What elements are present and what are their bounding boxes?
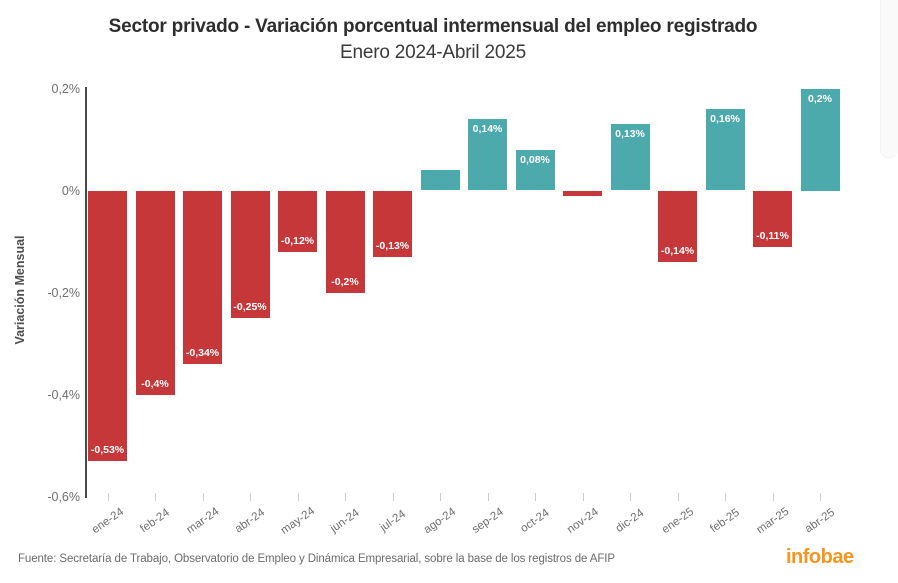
bar-value-label: -0,4% <box>141 377 169 390</box>
bar-value-label: -0,34% <box>185 346 220 359</box>
infobae-logo[interactable]: infobae <box>786 546 854 568</box>
x-tick-mark <box>487 493 489 501</box>
bar-ene-25[interactable]: -0,14% <box>658 190 697 262</box>
bar-value-label: -0,2% <box>331 275 359 288</box>
x-tick-mark <box>250 493 251 501</box>
bar-value-label: -0,12% <box>280 234 315 247</box>
x-tick-mark <box>297 493 299 501</box>
bar-value-label: -0,25% <box>233 301 267 313</box>
chart-title: Sector privado - Variación porcentual in… <box>108 16 758 37</box>
bar-value-label: -0,14% <box>660 244 695 257</box>
bar-value-label: -0,13% <box>375 239 410 252</box>
x-tick-mark <box>582 493 584 501</box>
x-tick-mark <box>202 493 204 501</box>
bar-value-label: 0,08% <box>520 153 550 166</box>
bar-jun-24[interactable]: -0,2% <box>325 190 365 293</box>
x-tick-mark <box>725 493 726 501</box>
bar-jul-24[interactable]: -0,13% <box>373 190 412 257</box>
y-tick-label: -0,2% <box>47 285 80 300</box>
scrollbar-thumb[interactable] <box>880 0 898 158</box>
x-tick-mark <box>772 493 774 501</box>
bar-oct-24[interactable]: 0,08% <box>515 149 555 191</box>
y-tick-label: -0,6% <box>47 489 80 504</box>
x-tick-mark <box>440 493 441 501</box>
bar-abr-25[interactable]: 0,2% <box>800 88 840 191</box>
chart-subtitle: Enero 2024-Abril 2025 <box>340 42 526 63</box>
bar-feb-24[interactable]: -0,4% <box>135 190 175 395</box>
y-tick-label: 0% <box>61 183 80 198</box>
bar-value-label: 0,16% <box>710 112 740 125</box>
y-tick-label: 0,2% <box>51 81 81 96</box>
x-tick-mark <box>630 493 631 501</box>
bar-value-label: 0,13% <box>615 128 645 141</box>
x-tick-mark <box>677 493 679 501</box>
bar-dic-24[interactable]: 0,13% <box>610 124 650 191</box>
bar-value-label: 0,2% <box>808 92 832 105</box>
y-axis-line <box>85 87 87 498</box>
x-tick-mark <box>535 493 536 501</box>
y-tick-label: -0,4% <box>47 387 80 402</box>
x-tick-mark <box>107 493 109 501</box>
bar-value-label: 0,14% <box>472 123 503 136</box>
bar-abr-24[interactable]: -0,25% <box>230 190 270 318</box>
x-tick-mark <box>155 493 156 501</box>
bar-value-label: -0,53% <box>90 443 125 456</box>
bar-feb-25[interactable]: 0,16% <box>705 108 745 191</box>
bar-ago-24[interactable] <box>420 170 460 191</box>
bar-value-label: -0,11% <box>756 229 789 242</box>
x-tick-mark <box>820 493 821 501</box>
x-tick-mark <box>392 493 394 501</box>
bar-sep-24[interactable]: 0,14% <box>468 119 507 191</box>
bar-nov-24[interactable] <box>563 190 602 196</box>
x-tick-mark <box>345 493 346 501</box>
bar-ene-24[interactable]: -0,53% <box>88 190 127 461</box>
bar-may-24[interactable]: -0,12% <box>278 190 317 252</box>
bar-mar-25[interactable]: -0,11% <box>753 190 792 247</box>
source-note: Fuente: Secretaría de Trabajo, Observato… <box>18 553 615 565</box>
bar-mar-24[interactable]: -0,34% <box>183 190 222 364</box>
